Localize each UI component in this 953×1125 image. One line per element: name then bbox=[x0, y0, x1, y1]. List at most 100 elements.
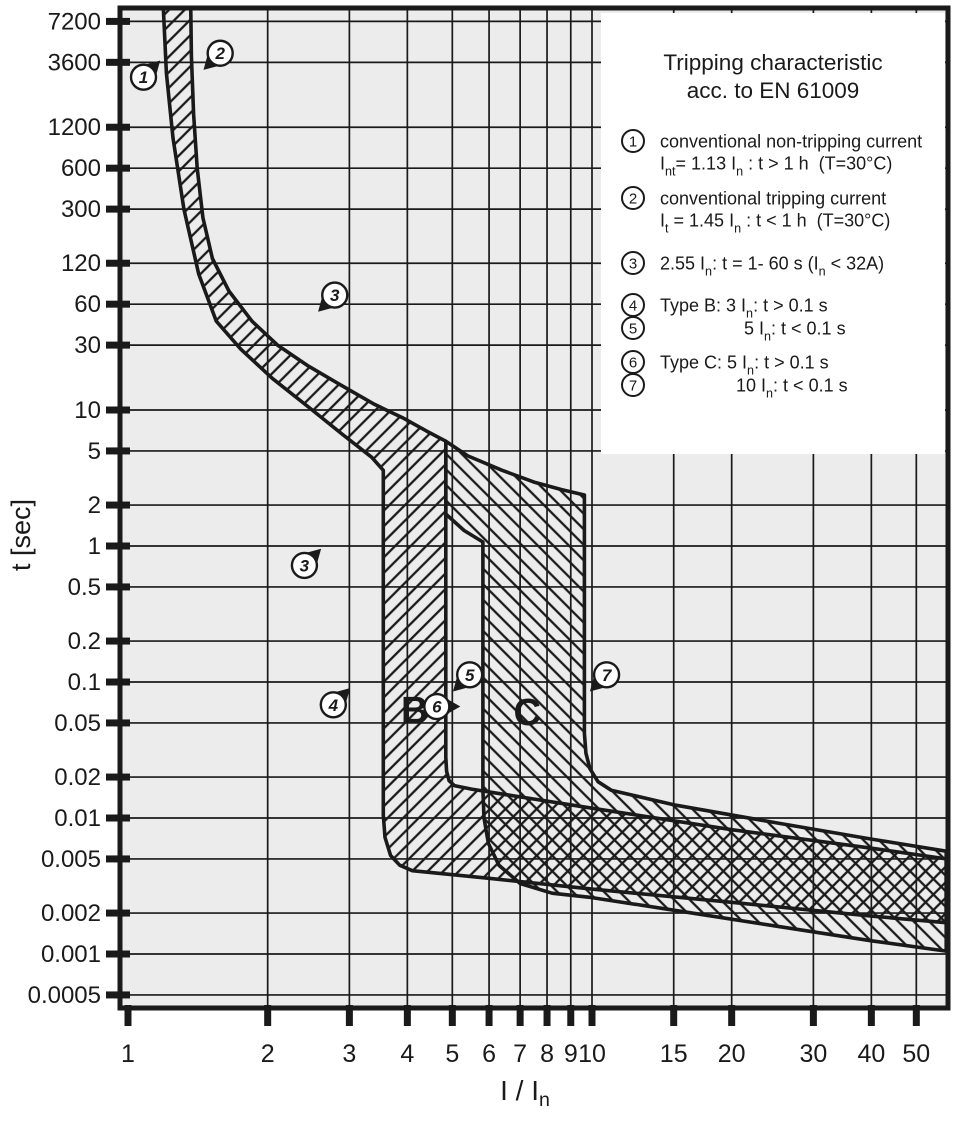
y-tick-label: 0.5 bbox=[68, 574, 101, 601]
marker-number: 7 bbox=[602, 666, 613, 685]
y-tick bbox=[106, 501, 130, 509]
legend-item-number-circle bbox=[621, 186, 645, 210]
y-tick bbox=[106, 909, 130, 917]
legend-item-number: 5 bbox=[629, 321, 637, 338]
y-tick-label: 300 bbox=[61, 196, 101, 223]
legend-item-number: 2 bbox=[629, 191, 637, 208]
y-tick bbox=[106, 678, 130, 686]
legend-item-text: Type C: 5 In: t > 0.1 s bbox=[660, 353, 829, 378]
legend-item-4: 4 Type B: 3 In: t > 0.1 s bbox=[621, 293, 828, 321]
marker-circle bbox=[206, 39, 234, 67]
y-tick bbox=[106, 259, 130, 267]
x-tick-label: 1 bbox=[121, 1040, 135, 1068]
band-label-b: B bbox=[401, 690, 428, 732]
marker-number: 5 bbox=[465, 666, 475, 685]
legend-item-text: Int= 1.13 In : t > 1 h (T=30°C) bbox=[660, 154, 892, 179]
x-tick-label: 30 bbox=[799, 1040, 827, 1068]
legend-item-number-circle bbox=[621, 251, 645, 275]
y-tick bbox=[106, 719, 130, 727]
y-tick-label: 600 bbox=[61, 155, 101, 182]
marker-number: 3 bbox=[300, 556, 310, 575]
y-tick bbox=[106, 637, 130, 645]
x-tick-label: 3 bbox=[342, 1040, 356, 1068]
y-tick-label: 120 bbox=[61, 250, 101, 277]
marker-circle bbox=[321, 281, 349, 309]
band-label-c: C bbox=[513, 692, 540, 734]
x-tick-label: 20 bbox=[718, 1040, 746, 1068]
x-tick bbox=[809, 1005, 817, 1026]
legend-item-5: 5 5 In: t < 0.1 s bbox=[621, 316, 846, 344]
marker-circle bbox=[592, 661, 621, 689]
plot-marker-5: 5 bbox=[453, 661, 484, 692]
y-tick bbox=[106, 58, 130, 66]
x-tick bbox=[345, 1005, 353, 1026]
x-tick bbox=[543, 1005, 551, 1026]
x-tick bbox=[912, 1005, 920, 1026]
y-tick-label: 60 bbox=[74, 291, 101, 318]
x-tick-label: 15 bbox=[660, 1040, 688, 1068]
legend-item-number-circle bbox=[621, 373, 645, 397]
x-tick-label: 8 bbox=[540, 1040, 554, 1068]
x-tick bbox=[670, 1005, 678, 1026]
x-tick bbox=[728, 1005, 736, 1026]
y-tick bbox=[106, 205, 130, 213]
legend-item-text: 10 In: t < 0.1 s bbox=[736, 376, 848, 401]
legend-item-text: conventional tripping current bbox=[660, 189, 886, 209]
y-tick-label: 0.2 bbox=[68, 628, 101, 655]
plot-marker-1: 1 bbox=[129, 60, 161, 91]
y-tick-label: 0.05 bbox=[54, 710, 101, 737]
y-tick-label: 0.02 bbox=[54, 764, 101, 791]
y-tick-label: 7200 bbox=[48, 8, 101, 35]
x-tick-label: 5 bbox=[445, 1040, 459, 1068]
legend-item-6: 6 Type C: 5 In: t > 0.1 s bbox=[621, 350, 829, 378]
plot-marker-4: 4 bbox=[319, 688, 350, 719]
plot-marker-7: 7 bbox=[589, 661, 621, 692]
legend-item-7: 7 10 In: t < 0.1 s bbox=[621, 373, 848, 401]
y-axis: 7200 3600 1200 600 300 120 60 30 10 5 2 1 0.5 0.2 0.1 0… bbox=[28, 8, 130, 1009]
legend-item-3: 3 2.55 In: t = 1- 60 s (In < 32A) bbox=[621, 251, 884, 279]
y-tick-label: 0.005 bbox=[41, 846, 101, 873]
x-tick bbox=[403, 1005, 411, 1026]
x-tick bbox=[264, 1005, 272, 1026]
x-tick bbox=[124, 1005, 132, 1026]
marker-circle bbox=[455, 661, 484, 689]
plot-marker-2: 2 bbox=[203, 39, 234, 70]
y-tick bbox=[106, 773, 130, 781]
marker-number: 2 bbox=[214, 44, 225, 63]
legend-item-text: Type B: 3 In: t > 0.1 s bbox=[660, 296, 828, 321]
y-tick-label: 2 bbox=[88, 492, 101, 519]
marker-circle bbox=[129, 63, 158, 91]
legend-item-number: 1 bbox=[629, 134, 637, 151]
marker-number: 4 bbox=[328, 696, 339, 715]
y-tick-label: 10 bbox=[74, 397, 101, 424]
y-tick bbox=[106, 17, 130, 25]
legend-item-text: It = 1.45 In : t < 1 h (T=30°C) bbox=[660, 211, 890, 236]
x-tick bbox=[588, 1005, 596, 1026]
y-tick bbox=[106, 406, 130, 414]
x-axis-title: I / In bbox=[500, 1075, 550, 1111]
y-tick bbox=[106, 542, 130, 550]
x-tick-label: 2 bbox=[261, 1040, 275, 1068]
y-tick-label: 5 bbox=[88, 438, 101, 465]
y-tick-label: 1 bbox=[88, 533, 101, 560]
x-tick-label: 50 bbox=[902, 1040, 930, 1068]
marker-circle bbox=[319, 691, 348, 719]
x-tick-label: 7 bbox=[513, 1040, 527, 1068]
legend-item-text: 5 In: t < 0.1 s bbox=[744, 319, 846, 344]
marker-number: 6 bbox=[432, 698, 442, 717]
legend-item-text: conventional non-tripping current bbox=[660, 132, 922, 152]
y-axis-title: t [sec] bbox=[6, 499, 36, 571]
y-tick bbox=[106, 583, 130, 591]
x-tick-label: 40 bbox=[857, 1040, 885, 1068]
plot-marker-3: 3 bbox=[318, 281, 349, 312]
legend-item-number-circle bbox=[621, 316, 645, 340]
x-tick-label: 6 bbox=[482, 1040, 496, 1068]
x-tick bbox=[516, 1005, 524, 1026]
legend-box bbox=[601, 13, 945, 454]
y-tick bbox=[106, 950, 130, 958]
x-tick bbox=[485, 1005, 493, 1026]
y-tick-label: 0.01 bbox=[54, 805, 101, 832]
legend: Tripping characteristic acc. to EN 61009 1… bbox=[601, 13, 945, 454]
legend-item-number: 3 bbox=[629, 256, 637, 273]
